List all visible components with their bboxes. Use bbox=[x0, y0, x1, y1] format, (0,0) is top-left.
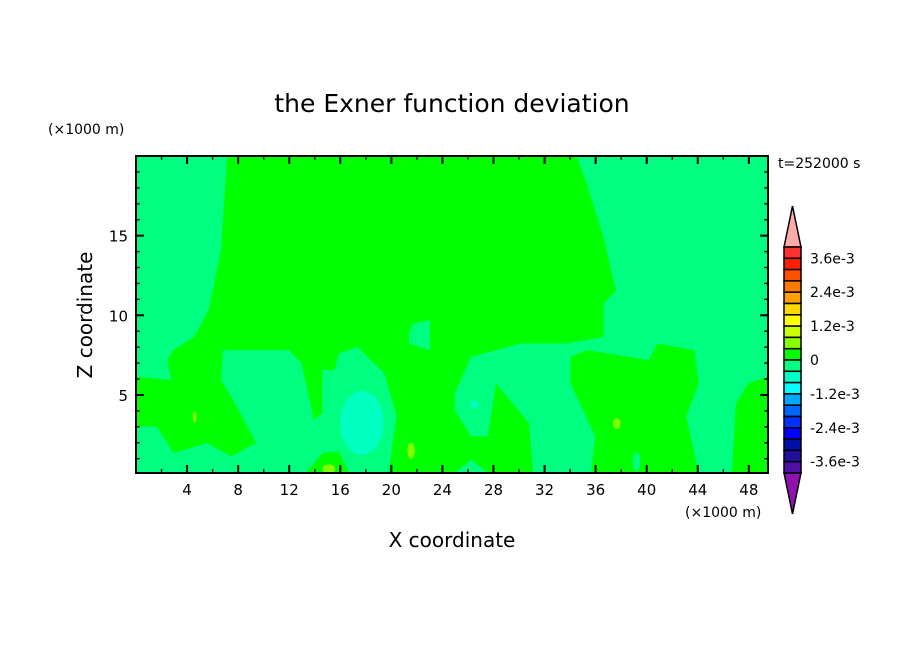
colorbar-box bbox=[783, 393, 802, 406]
contour-blob bbox=[612, 418, 621, 430]
contour-blob bbox=[632, 452, 641, 472]
colorbar-box bbox=[783, 291, 802, 305]
y-tick-label: 15 bbox=[109, 228, 128, 246]
x-tick-label: 48 bbox=[739, 481, 758, 499]
colorbar-over-triangle bbox=[783, 205, 802, 248]
y-axis-label: Z coordinate bbox=[73, 252, 97, 379]
colorbar-label: 3.6e-3 bbox=[810, 251, 855, 267]
y-unit-label: (×1000 m) bbox=[48, 122, 124, 138]
contour-blob bbox=[340, 390, 384, 455]
time-label: t=252000 s bbox=[778, 156, 860, 172]
contour-field bbox=[136, 156, 768, 473]
colorbar-box bbox=[783, 415, 802, 429]
colorbar-label: -1.2e-3 bbox=[810, 387, 860, 403]
colorbar-box bbox=[783, 280, 802, 293]
x-unit-label: (×1000 m) bbox=[685, 505, 761, 521]
x-tick-label: 16 bbox=[331, 481, 350, 499]
x-tick-label: 28 bbox=[484, 481, 503, 499]
colorbar-label: -3.6e-3 bbox=[810, 455, 860, 471]
colorbar-box bbox=[783, 257, 802, 271]
colorbar-box bbox=[783, 370, 802, 384]
x-tick-label: 12 bbox=[280, 481, 299, 499]
colorbar-box bbox=[783, 449, 802, 463]
colorbar-box bbox=[783, 325, 802, 339]
x-tick-label: 40 bbox=[637, 481, 656, 499]
contour-region bbox=[409, 320, 430, 351]
contour-blob bbox=[322, 464, 336, 473]
colorbar-under-triangle bbox=[783, 472, 802, 515]
colorbar-box bbox=[783, 460, 802, 474]
contour-blob bbox=[407, 442, 415, 459]
contour-region bbox=[305, 451, 350, 473]
x-tick-label: 44 bbox=[688, 481, 707, 499]
colorbar-box bbox=[783, 404, 802, 418]
contour-layers bbox=[136, 156, 768, 473]
y-tick-label: 5 bbox=[118, 387, 128, 405]
x-tick-label: 24 bbox=[433, 481, 452, 499]
y-tick-label: 10 bbox=[109, 307, 128, 325]
x-tick-label: 4 bbox=[182, 481, 192, 499]
colorbar-box bbox=[783, 336, 802, 350]
colorbar-box bbox=[783, 347, 802, 361]
colorbar-box bbox=[783, 438, 802, 452]
contour-blob bbox=[470, 400, 479, 409]
colorbar-box bbox=[783, 359, 802, 373]
x-tick-label: 20 bbox=[382, 481, 401, 499]
colorbar: 3.6e-3 2.4e-3 1.2e-3 0 -1.2e-3 -2.4e-3 -3.6e-3 bbox=[783, 205, 860, 515]
colorbar-box bbox=[783, 302, 802, 316]
colorbar-box bbox=[783, 381, 802, 395]
contour-blob bbox=[192, 411, 197, 423]
x-tick-label: 32 bbox=[535, 481, 554, 499]
colorbar-box bbox=[783, 314, 802, 327]
contour-region bbox=[570, 343, 699, 473]
colorbar-box bbox=[783, 427, 802, 440]
colorbar-box bbox=[783, 246, 802, 260]
contour-region bbox=[731, 376, 768, 473]
colorbar-label: 0 bbox=[810, 353, 819, 369]
colorbar-label: 2.4e-3 bbox=[810, 285, 855, 301]
chart-title: the Exner function deviation bbox=[274, 89, 629, 118]
colorbar-label: -2.4e-3 bbox=[810, 421, 860, 437]
colorbar-box bbox=[783, 268, 802, 282]
x-axis-label: X coordinate bbox=[389, 528, 516, 552]
contour-region bbox=[136, 156, 616, 473]
x-tick-label: 36 bbox=[586, 481, 605, 499]
colorbar-label: 1.2e-3 bbox=[810, 319, 855, 335]
x-tick-label: 8 bbox=[233, 481, 243, 499]
